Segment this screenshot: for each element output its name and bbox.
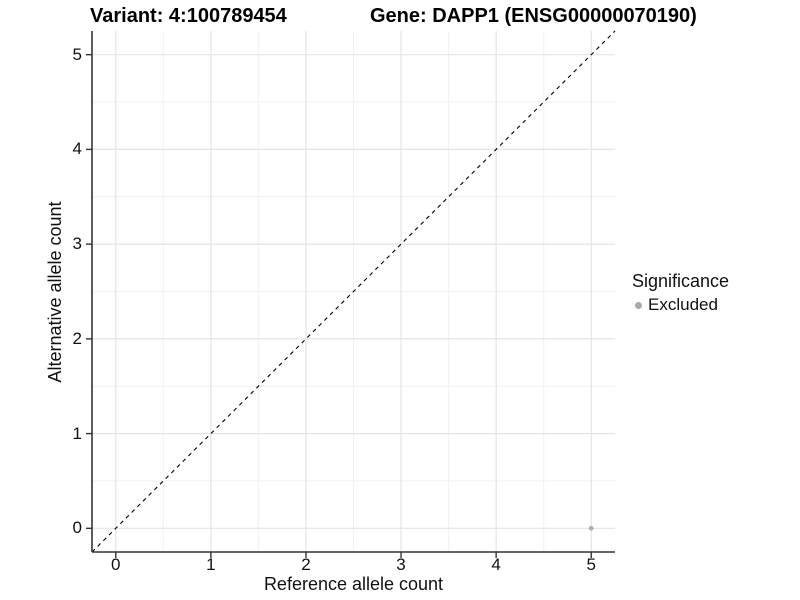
- y-tick-label: 0: [72, 518, 82, 538]
- plot-title-variant: Variant: 4:100789454: [90, 5, 287, 27]
- x-tick-label: 1: [206, 555, 216, 574]
- y-tick-label: 1: [72, 423, 82, 443]
- x-axis-title: Reference allele count: [263, 574, 444, 594]
- x-tick-label: 0: [111, 555, 121, 574]
- legend-item-label: Excluded: [648, 295, 718, 314]
- x-tick-label: 5: [586, 555, 596, 574]
- y-tick-label: 4: [72, 139, 82, 159]
- legend-point-icon: [635, 301, 642, 309]
- y-tick-label: 3: [72, 234, 82, 254]
- x-tick-label: 2: [301, 555, 311, 574]
- y-tick-label: 2: [72, 328, 82, 348]
- data-point: [588, 525, 594, 531]
- y-tick-label: 5: [72, 44, 82, 64]
- legend-title: Significance: [632, 271, 730, 291]
- legend-item-excluded: Excluded: [632, 294, 729, 316]
- plot-title-gene: Gene: DAPP1 (ENSG00000070190): [370, 5, 697, 27]
- legend: Significance Excluded: [632, 270, 729, 316]
- x-tick-label: 3: [396, 555, 406, 574]
- y-axis-title: Alternative allele count: [45, 201, 65, 383]
- identity-line: [91, 30, 616, 553]
- x-tick-label: 4: [491, 555, 501, 574]
